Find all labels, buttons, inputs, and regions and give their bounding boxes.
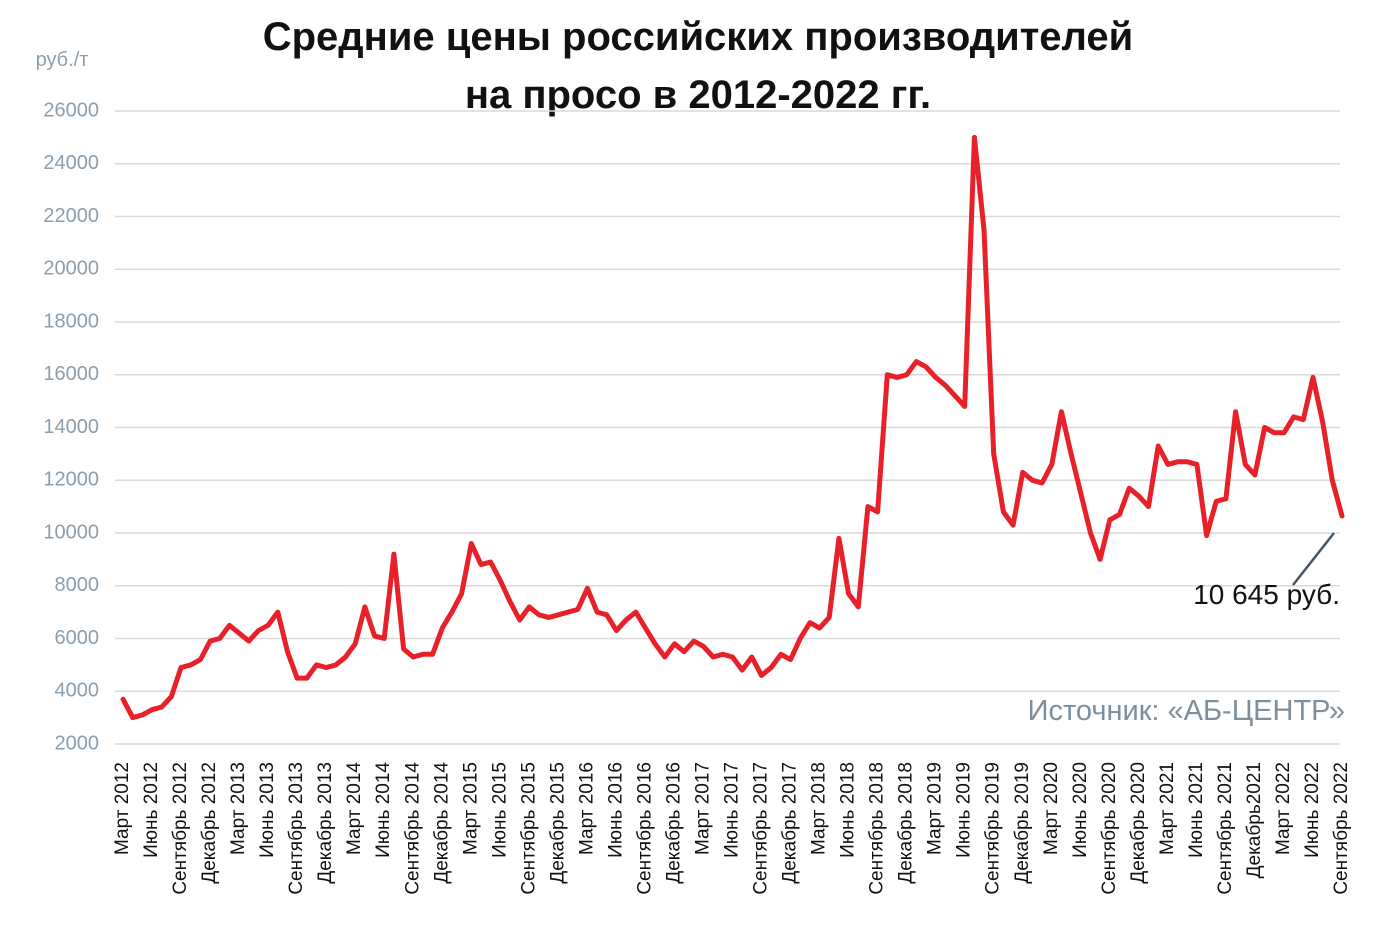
grid: 2000 4000 6000 8000 10000 12000 14000 16000 1800… xyxy=(43,99,1340,754)
x-tick-label: Сентябрь 2022 xyxy=(1331,762,1352,895)
x-tick-label: Декабрь2021 xyxy=(1244,762,1265,878)
x-tick-label: Июнь 2015 xyxy=(489,762,510,858)
x-tick-label: Декабрь 2018 xyxy=(896,762,917,884)
x-tick-label: Сентябрь 2015 xyxy=(518,762,539,895)
x-tick-label: Декабрь 2015 xyxy=(547,762,568,884)
y-tick-label: 26000 xyxy=(43,99,99,121)
x-tick-label: Декабрь 2013 xyxy=(315,762,336,884)
chart-title: на просо в 2012-2022 гг. xyxy=(465,73,931,117)
x-tick-label: Июнь 2017 xyxy=(722,762,743,858)
x-tick-label: Март 2015 xyxy=(460,762,481,855)
y-tick-label: 20000 xyxy=(43,258,99,280)
y-tick-label: 6000 xyxy=(55,627,100,649)
y-tick-label: 10000 xyxy=(43,521,99,543)
x-tick-label: Март 2020 xyxy=(1041,762,1062,855)
x-tick-label: Июнь 2022 xyxy=(1302,762,1323,858)
x-tick-label: Сентябрь 2013 xyxy=(286,762,307,895)
x-tick-label: Декабрь 2020 xyxy=(1128,762,1149,884)
annotation: 10 645 руб. xyxy=(1193,579,1340,610)
x-tick-label: Июнь 2018 xyxy=(838,762,859,858)
x-tick-label: Сентябрь 2016 xyxy=(634,762,655,895)
y-tick-label: 2000 xyxy=(55,732,100,754)
x-tick-label: Март 2016 xyxy=(576,762,597,855)
x-tick-label: Июнь 2020 xyxy=(1070,762,1091,858)
x-tick-label: Декабрь 2012 xyxy=(199,762,220,884)
x-tick-label: Декабрь 2016 xyxy=(663,762,684,884)
x-tick-label: Март 2012 xyxy=(112,762,133,855)
x-tick-label: Март 2021 xyxy=(1157,762,1178,855)
x-tick-label: Декабрь 2019 xyxy=(1012,762,1033,884)
x-tick-label: Сентябрь 2017 xyxy=(751,762,772,895)
x-tick-label: Июнь 2013 xyxy=(257,762,278,858)
x-tick-label: Июнь 2012 xyxy=(141,762,162,858)
x-tick-label: Сентябрь 2018 xyxy=(867,762,888,895)
x-tick-label: Сентябрь 2019 xyxy=(983,762,1004,895)
x-tick-label: Июнь 2019 xyxy=(954,762,975,858)
annotation-pointer xyxy=(1292,532,1335,586)
x-tick-label: Июнь 2014 xyxy=(373,762,394,858)
x-tick-label: Сентябрь 2020 xyxy=(1099,762,1120,895)
line xyxy=(120,134,1345,721)
x-tick-label: Июнь 2016 xyxy=(605,762,626,858)
x-tick-label: Сентябрь 2014 xyxy=(402,762,423,895)
y-tick-label: 18000 xyxy=(43,310,99,332)
x-tick-label: Март 2022 xyxy=(1273,762,1294,855)
x-tick-label: Март 2013 xyxy=(228,762,249,855)
x-tick-label: Июнь 2021 xyxy=(1186,762,1207,858)
x-tick-label: Сентябрь 2012 xyxy=(170,762,191,895)
x-tick-label: Март 2017 xyxy=(692,762,713,855)
y-axis-label: руб./т xyxy=(36,49,89,71)
chart-title: Средние цены российских производителей xyxy=(263,15,1134,59)
y-tick-label: 12000 xyxy=(43,469,99,491)
x-tick-label: Декабрь 2014 xyxy=(431,762,452,884)
x-tick-label: Март 2019 xyxy=(925,762,946,855)
y-tick-label: 14000 xyxy=(43,416,99,438)
x-tick-label: Март 2014 xyxy=(344,762,365,855)
x-tick-label: Март 2018 xyxy=(809,762,830,855)
y-tick-label: 8000 xyxy=(55,574,100,596)
x-tick-label: Декабрь 2017 xyxy=(780,762,801,884)
x-tick-label: Сентябрь 2021 xyxy=(1215,762,1236,895)
y-tick-label: 16000 xyxy=(43,363,99,385)
y-tick-label: 24000 xyxy=(43,152,99,174)
y-tick-label: 22000 xyxy=(43,205,99,227)
source: Источник: «АБ-ЦЕНТР» xyxy=(1028,695,1345,727)
y-tick-label: 4000 xyxy=(55,680,100,702)
